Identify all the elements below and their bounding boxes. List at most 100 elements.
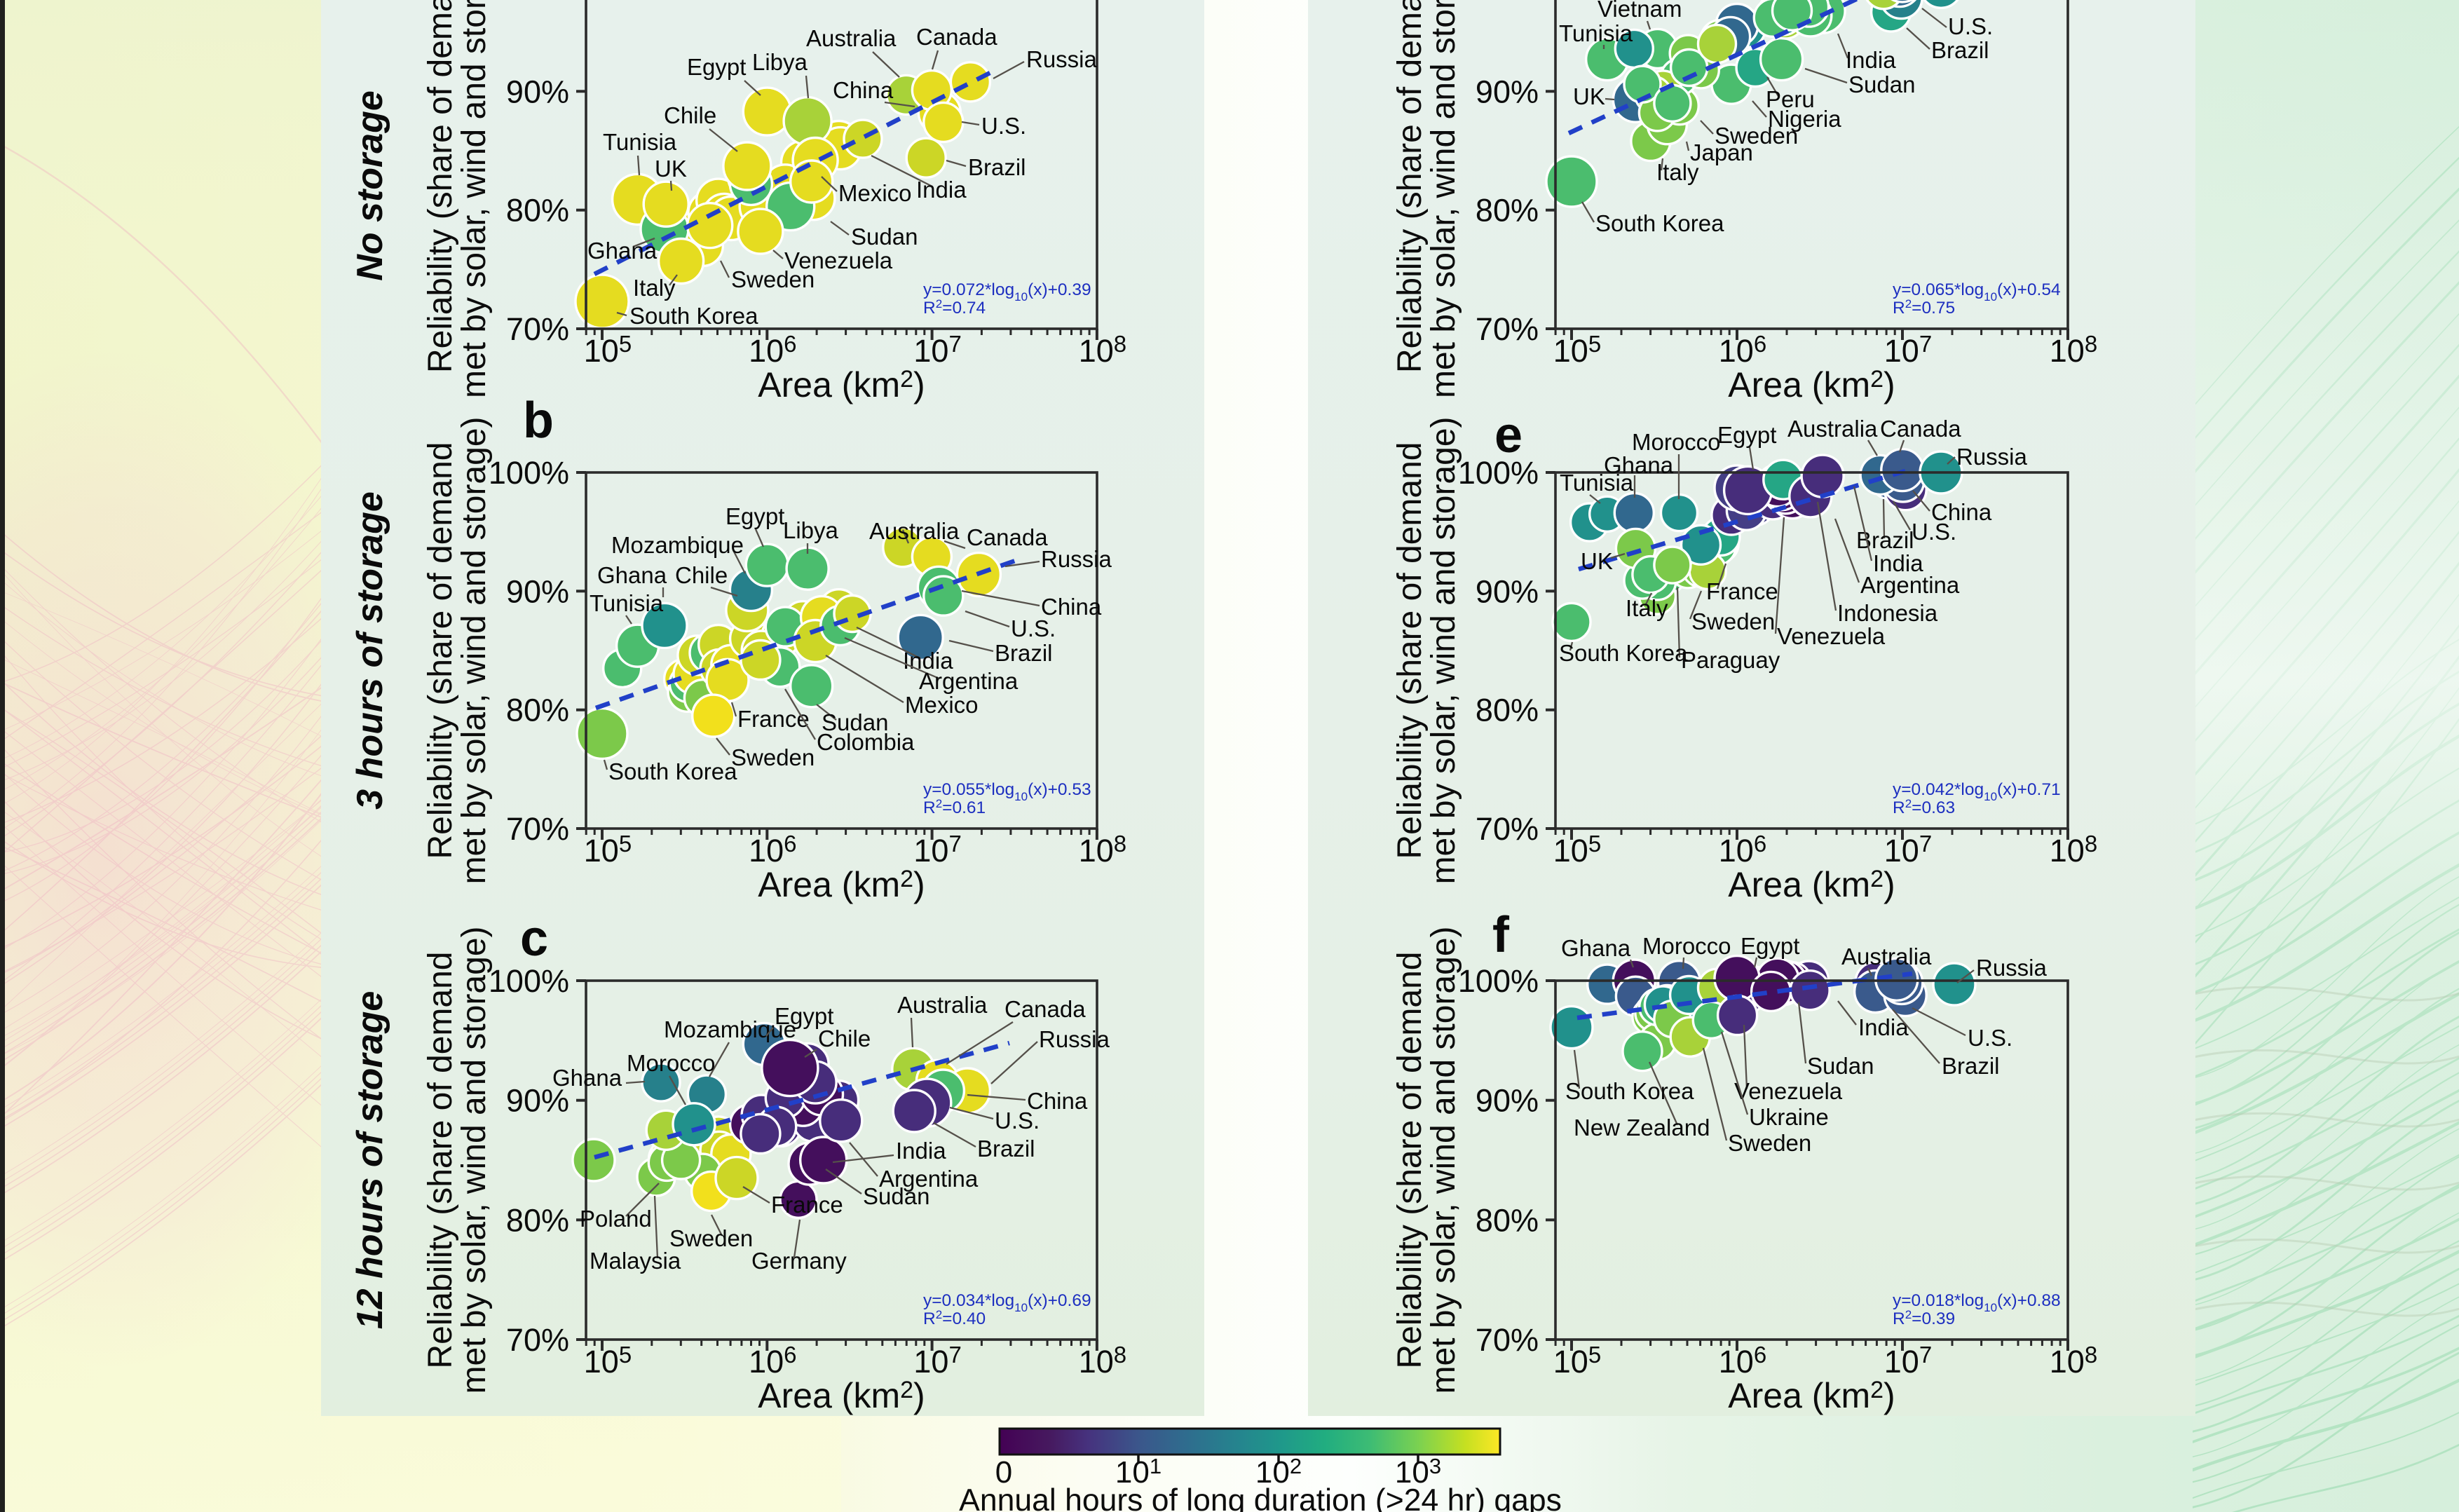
- svg-text:100%: 100%: [489, 963, 569, 999]
- svg-text:Reliability (share of demand: Reliability (share of demand: [422, 952, 459, 1369]
- svg-text:Italy: Italy: [1626, 595, 1668, 621]
- svg-text:80%: 80%: [1476, 1202, 1539, 1238]
- svg-text:Sweden: Sweden: [669, 1225, 753, 1251]
- svg-text:105: 105: [1553, 331, 1601, 369]
- svg-text:Canada: Canada: [967, 524, 1048, 550]
- svg-text:Brazil: Brazil: [977, 1136, 1035, 1162]
- svg-text:70%: 70%: [1476, 811, 1539, 847]
- svg-text:R2=0.40: R2=0.40: [923, 1308, 986, 1328]
- svg-text:met by solar, wind and storage: met by solar, wind and storage): [456, 0, 493, 398]
- svg-text:Argentina: Argentina: [879, 1166, 979, 1192]
- svg-text:90%: 90%: [1476, 1083, 1539, 1119]
- svg-text:Egypt: Egypt: [726, 503, 784, 529]
- svg-text:Libya: Libya: [783, 517, 839, 543]
- svg-text:Vietnam: Vietnam: [1598, 0, 1682, 22]
- svg-text:Paraguay: Paraguay: [1681, 647, 1780, 673]
- svg-text:90%: 90%: [1476, 74, 1539, 109]
- svg-text:80%: 80%: [506, 693, 569, 728]
- svg-text:Ukraine: Ukraine: [1749, 1104, 1829, 1130]
- svg-text:108: 108: [1079, 1342, 1126, 1380]
- svg-text:Chile: Chile: [818, 1026, 871, 1051]
- svg-text:India: India: [916, 177, 967, 203]
- svg-text:China: China: [1931, 499, 1992, 525]
- svg-text:Reliability (share of demand: Reliability (share of demand: [422, 442, 459, 859]
- svg-text:Brazil: Brazil: [1931, 37, 1989, 63]
- svg-text:Nigeria: Nigeria: [1768, 106, 1841, 132]
- svg-text:Australia: Australia: [897, 992, 988, 1018]
- svg-text:Ghana: Ghana: [597, 562, 667, 588]
- svg-text:Reliability (share of demand: Reliability (share of demand: [1391, 952, 1429, 1369]
- svg-text:Chile: Chile: [675, 562, 728, 588]
- svg-text:Mexico: Mexico: [905, 692, 979, 718]
- svg-text:70%: 70%: [506, 311, 569, 347]
- svg-text:Sudan: Sudan: [1807, 1053, 1874, 1079]
- svg-text:108: 108: [2050, 831, 2097, 869]
- svg-text:Russia: Russia: [1976, 955, 2048, 981]
- svg-text:Poland: Poland: [580, 1206, 652, 1232]
- svg-text:Libya: Libya: [752, 49, 808, 75]
- svg-text:90%: 90%: [506, 1083, 569, 1119]
- svg-text:South Korea: South Korea: [629, 303, 758, 329]
- svg-text:U.S.: U.S.: [1968, 1025, 2012, 1051]
- svg-text:100%: 100%: [1458, 963, 1539, 999]
- svg-text:Brazil: Brazil: [995, 640, 1053, 666]
- svg-text:UK: UK: [1573, 83, 1605, 109]
- svg-text:Egypt: Egypt: [1741, 933, 1799, 959]
- svg-text:Area (km2): Area (km2): [758, 365, 925, 404]
- svg-text:0: 0: [995, 1455, 1012, 1490]
- svg-text:U.S.: U.S.: [1912, 519, 1956, 545]
- svg-text:Reliability (share of demand: Reliability (share of demand: [1391, 0, 1429, 373]
- svg-text:New Zealand: New Zealand: [1574, 1115, 1710, 1140]
- svg-text:Brazil: Brazil: [1942, 1053, 2000, 1079]
- svg-text:Germany: Germany: [751, 1248, 847, 1274]
- svg-text:Egypt: Egypt: [775, 1003, 833, 1029]
- svg-text:f: f: [1492, 907, 1510, 963]
- svg-text:met by solar, wind and storage: met by solar, wind and storage): [456, 926, 493, 1394]
- svg-text:Tunisia: Tunisia: [1560, 470, 1634, 496]
- svg-text:70%: 70%: [1476, 311, 1539, 347]
- svg-text:3 hours of storage: 3 hours of storage: [350, 491, 390, 810]
- svg-text:Argentina: Argentina: [1860, 572, 1960, 598]
- svg-text:Chile: Chile: [664, 102, 716, 128]
- svg-text:70%: 70%: [1476, 1322, 1539, 1358]
- svg-text:China: China: [833, 77, 894, 103]
- svg-text:c: c: [520, 911, 548, 967]
- svg-text:105: 105: [1553, 831, 1601, 869]
- svg-text:Egypt: Egypt: [687, 54, 746, 80]
- svg-text:No storage: No storage: [350, 90, 390, 281]
- svg-text:Ghana: Ghana: [1604, 452, 1674, 478]
- svg-text:UK: UK: [1581, 548, 1613, 574]
- svg-text:Venezuela: Venezuela: [1777, 623, 1886, 649]
- svg-text:Sweden: Sweden: [731, 266, 815, 292]
- svg-text:Sudan: Sudan: [822, 709, 888, 735]
- svg-text:12 hours of storage: 12 hours of storage: [350, 991, 390, 1330]
- svg-text:met by solar, wind and storage: met by solar, wind and storage): [1425, 416, 1462, 884]
- svg-text:100%: 100%: [489, 455, 569, 491]
- svg-text:Argentina: Argentina: [919, 668, 1019, 694]
- svg-text:Sweden: Sweden: [731, 744, 815, 770]
- svg-text:France: France: [771, 1192, 843, 1218]
- svg-text:Reliability (share of demand: Reliability (share of demand: [422, 0, 459, 373]
- svg-text:Annual hours of long duration: Annual hours of long duration (>24 hr) g…: [959, 1483, 1562, 1512]
- svg-text:90%: 90%: [506, 573, 569, 609]
- svg-text:Tunisia: Tunisia: [590, 590, 664, 616]
- svg-text:China: China: [1027, 1088, 1088, 1114]
- svg-text:met by solar, wind and storage: met by solar, wind and storage): [1425, 0, 1462, 398]
- svg-text:U.S.: U.S.: [981, 113, 1026, 139]
- svg-text:Tunisia: Tunisia: [1559, 20, 1633, 46]
- svg-text:Sweden: Sweden: [1728, 1130, 1811, 1156]
- svg-text:Ghana: Ghana: [587, 238, 658, 264]
- svg-text:China: China: [1041, 594, 1102, 620]
- svg-text:80%: 80%: [506, 193, 569, 229]
- svg-text:80%: 80%: [506, 1202, 569, 1238]
- svg-text:Mozambique: Mozambique: [611, 532, 744, 558]
- svg-text:UK: UK: [655, 156, 687, 182]
- svg-text:Russia: Russia: [1026, 46, 1098, 72]
- svg-text:met by solar, wind and storage: met by solar, wind and storage): [456, 416, 493, 884]
- svg-text:R2=0.75: R2=0.75: [1893, 297, 1955, 318]
- svg-text:Morocco: Morocco: [1642, 933, 1731, 959]
- svg-text:Mozambique: Mozambique: [664, 1016, 796, 1042]
- svg-text:90%: 90%: [1476, 573, 1539, 609]
- svg-text:Mexico: Mexico: [838, 180, 912, 206]
- svg-text:Morocco: Morocco: [1632, 429, 1721, 455]
